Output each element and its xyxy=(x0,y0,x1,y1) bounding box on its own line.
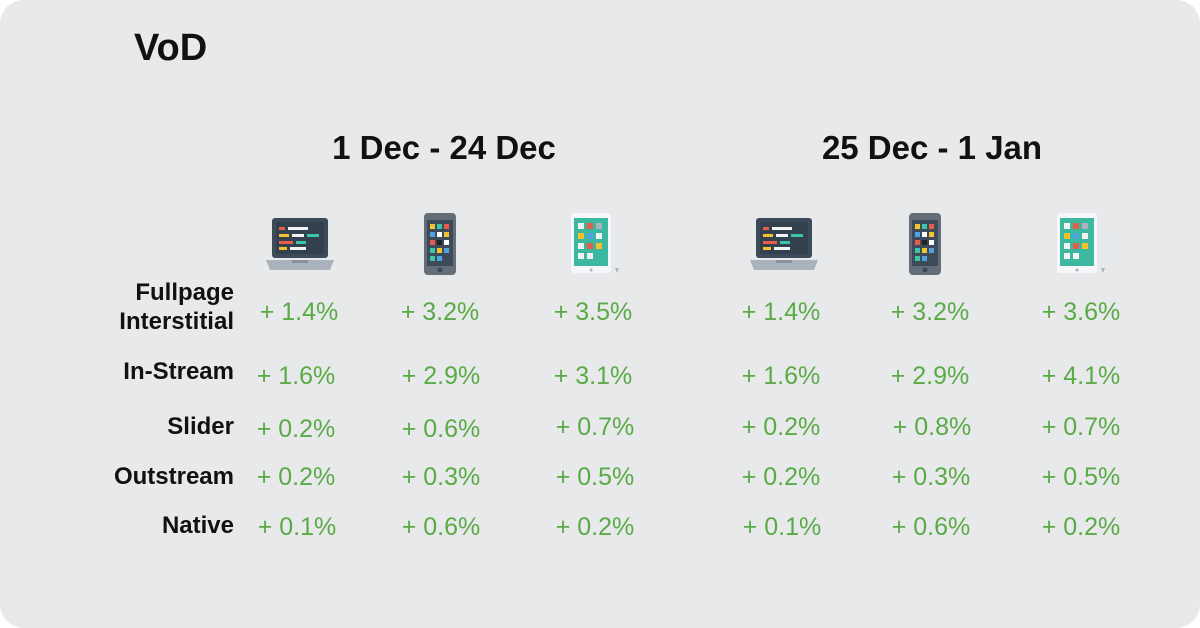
value-cell: + 4.1% xyxy=(1041,362,1121,390)
value-cell: + 1.4% xyxy=(259,298,339,326)
value-cell: + 0.8% xyxy=(892,413,972,441)
value-cell: + 1.6% xyxy=(256,362,336,390)
row-label-fullpage-interstitial: Fullpage Interstitial xyxy=(119,279,234,335)
value-cell: + 3.2% xyxy=(400,298,480,326)
value-cell: + 0.2% xyxy=(741,463,821,491)
row-label-outstream: Outstream xyxy=(113,463,234,490)
value-cell: + 0.7% xyxy=(1041,413,1121,441)
value-cell: + 0.7% xyxy=(555,413,635,441)
value-cell: + 0.6% xyxy=(891,513,971,541)
laptop-icon xyxy=(266,218,334,270)
period-header-2: 25 Dec - 1 Jan xyxy=(821,129,1043,166)
row-label-in-stream: In-Stream xyxy=(123,358,234,385)
value-cell: + 0.6% xyxy=(401,415,481,443)
value-cell: + 0.2% xyxy=(1041,513,1121,541)
period-header-1: 1 Dec - 24 Dec xyxy=(332,129,556,166)
smartphone-icon xyxy=(909,213,941,275)
value-cell: + 0.6% xyxy=(401,513,481,541)
value-cell: + 3.5% xyxy=(553,298,633,326)
row-label-native: Native xyxy=(161,512,234,539)
value-cell: + 0.5% xyxy=(555,463,635,491)
laptop-icon xyxy=(750,218,818,270)
tablet-icon xyxy=(1057,213,1105,273)
value-cell: + 3.6% xyxy=(1041,298,1121,326)
value-cell: + 3.2% xyxy=(890,298,970,326)
value-cell: + 0.3% xyxy=(891,463,971,491)
value-cell: + 3.1% xyxy=(553,362,633,390)
tablet-icon xyxy=(571,213,619,273)
row-label-slider: Slider xyxy=(167,413,234,440)
value-cell: + 0.5% xyxy=(1041,463,1121,491)
value-cell: + 0.2% xyxy=(256,463,336,491)
value-cell: + 1.4% xyxy=(741,298,821,326)
value-cell: + 2.9% xyxy=(890,362,970,390)
page-title: VoD xyxy=(134,27,208,69)
value-cell: + 0.1% xyxy=(742,513,822,541)
value-cell: + 0.2% xyxy=(741,413,821,441)
value-cell: + 0.1% xyxy=(257,513,337,541)
smartphone-icon xyxy=(424,213,456,275)
value-cell: + 0.3% xyxy=(401,463,481,491)
value-cell: + 1.6% xyxy=(741,362,821,390)
value-cell: + 2.9% xyxy=(401,362,481,390)
value-cell: + 0.2% xyxy=(555,513,635,541)
value-cell: + 0.2% xyxy=(256,415,336,443)
